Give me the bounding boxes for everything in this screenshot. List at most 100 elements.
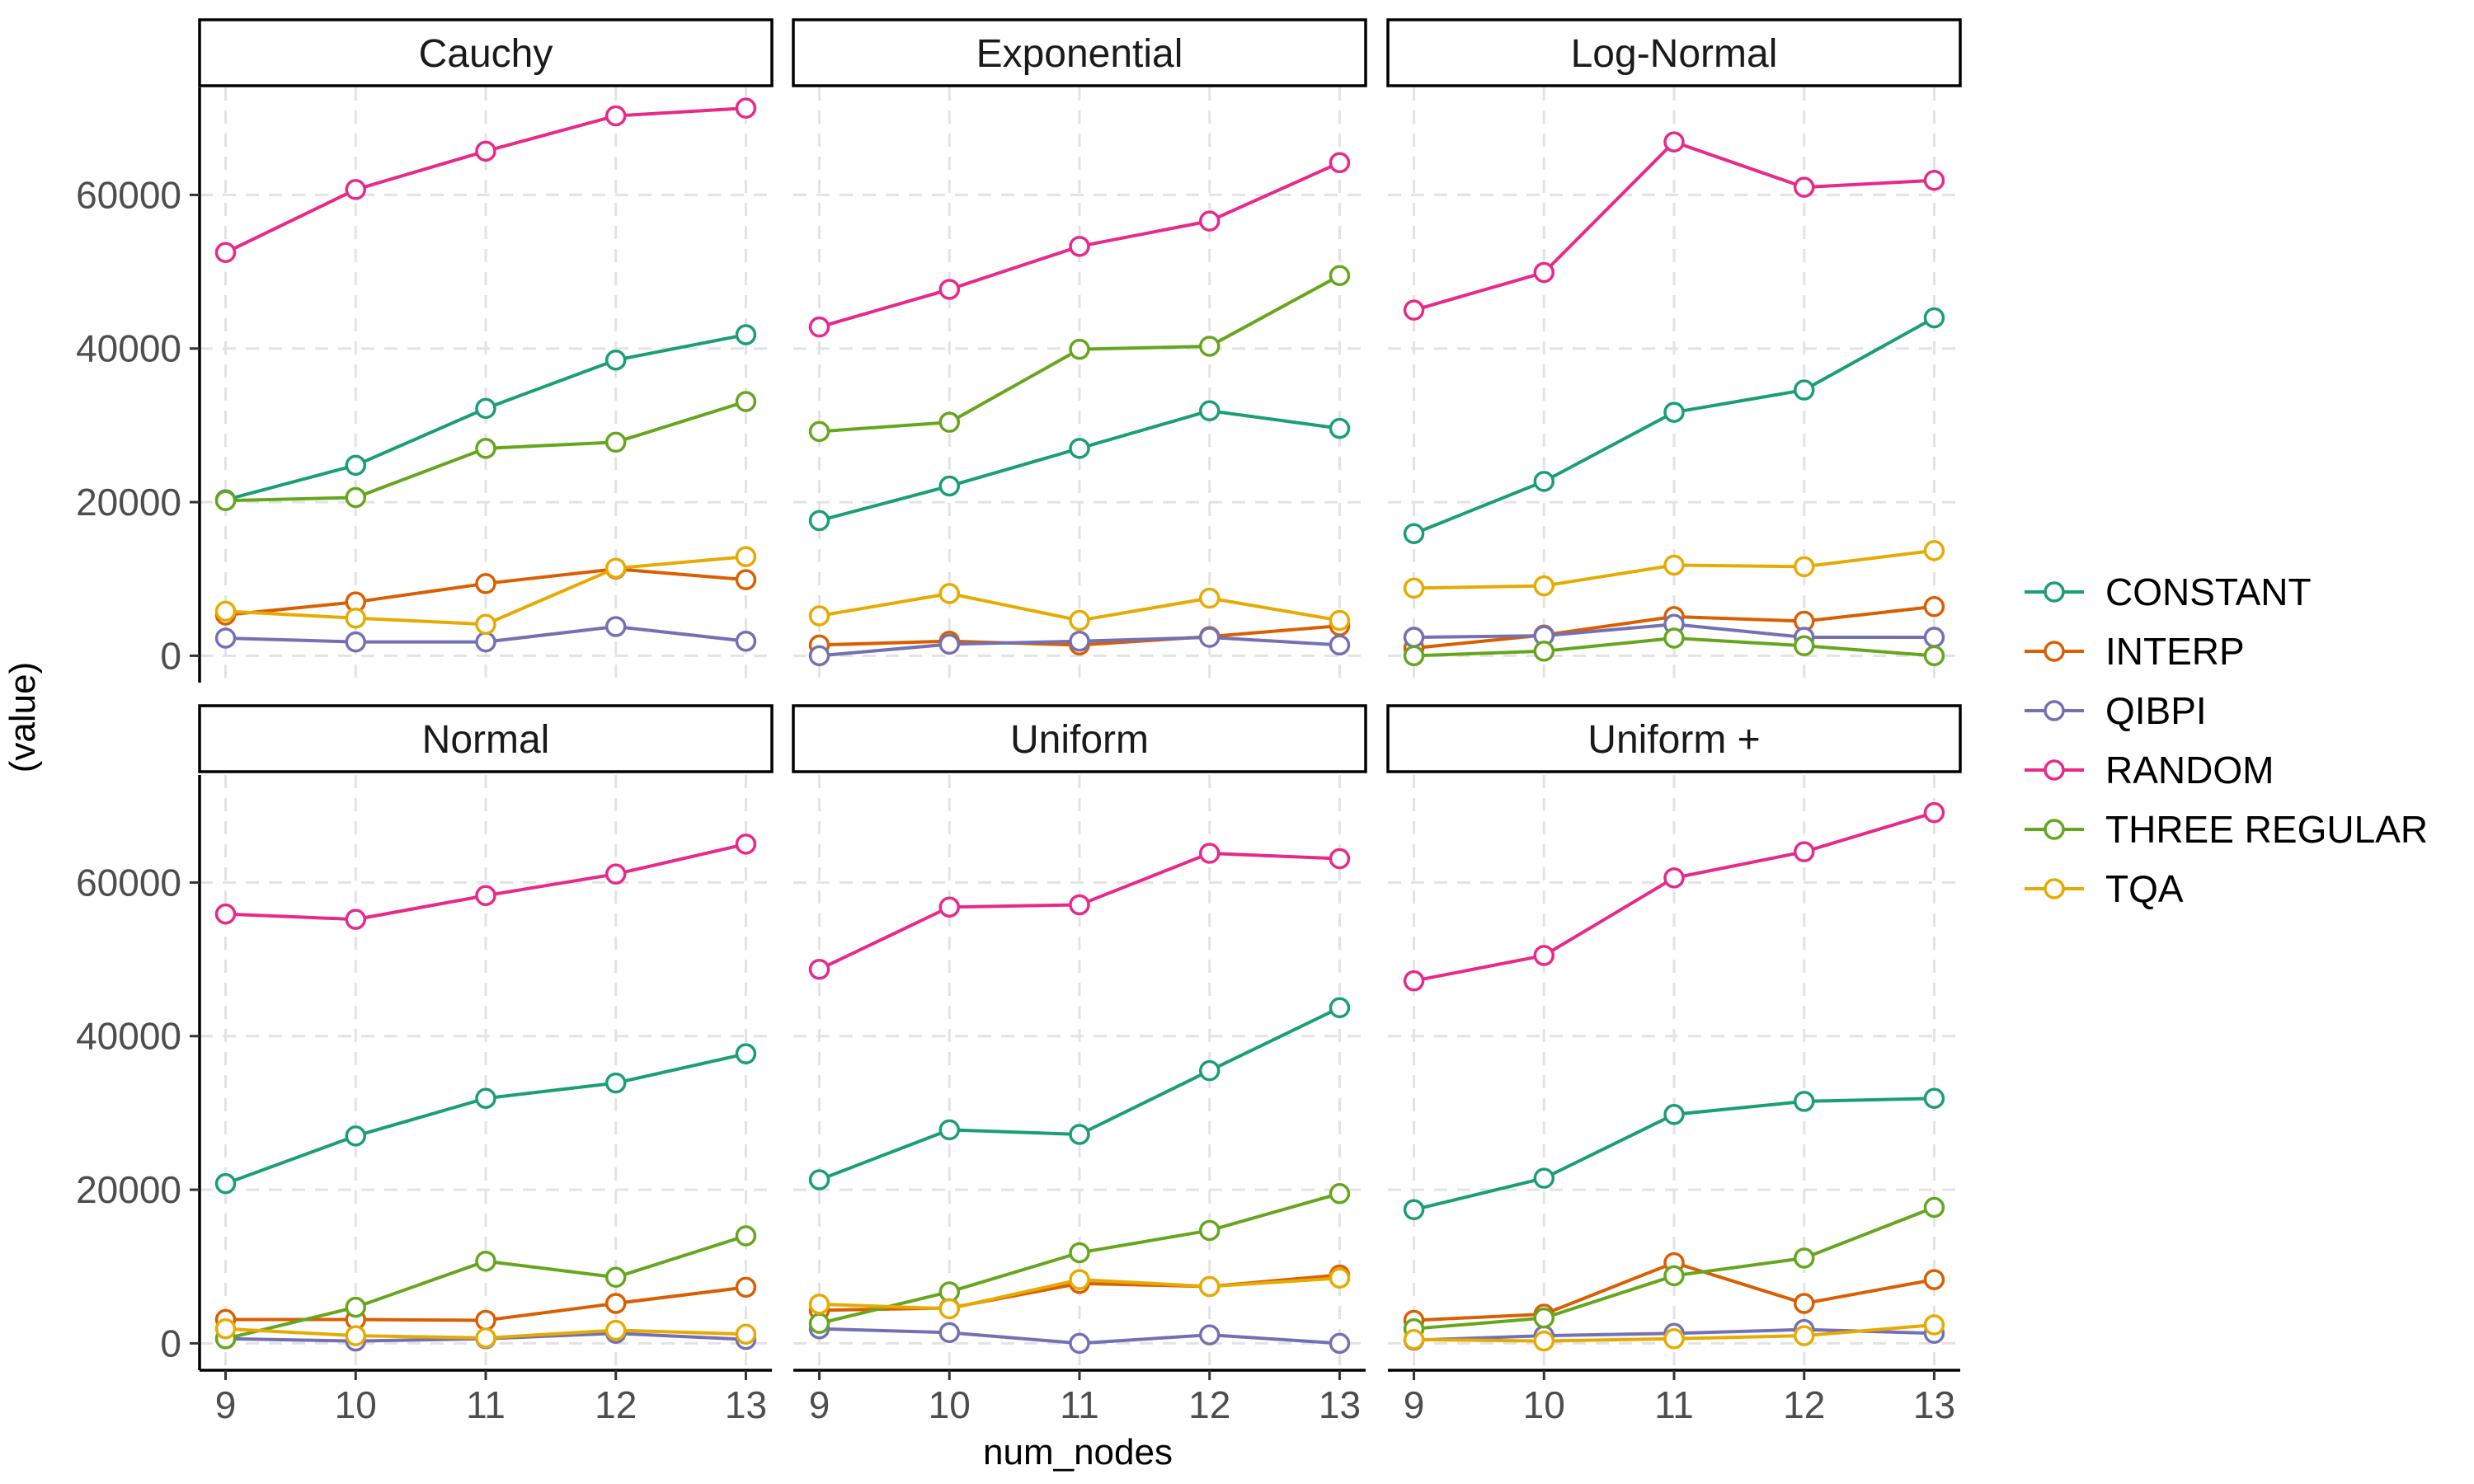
data-point-uniform-three-regular bbox=[1663, 1265, 1685, 1287]
data-point-log-normal-three-regular bbox=[1533, 641, 1555, 662]
data-point-normal-tqa bbox=[475, 1327, 496, 1349]
data-point-exponential-tqa bbox=[938, 583, 961, 604]
data-point-log-normal-tqa bbox=[1533, 575, 1555, 597]
x-tick-label: 10 bbox=[1523, 1383, 1565, 1426]
data-point-uniform-constant bbox=[1663, 1104, 1685, 1125]
data-point-log-normal-three-regular bbox=[1793, 635, 1815, 657]
data-point-uniform-constant bbox=[1329, 997, 1351, 1019]
data-point-normal-constant bbox=[345, 1125, 367, 1147]
legend-key-point bbox=[2044, 700, 2065, 721]
data-point-normal-constant bbox=[604, 1072, 627, 1094]
strip-normal bbox=[198, 704, 774, 773]
data-point-cauchy-qibpi bbox=[345, 631, 367, 653]
data-point-log-normal-three-regular bbox=[1403, 645, 1425, 667]
y-tick-label: 60000 bbox=[76, 173, 181, 216]
data-point-exponential-qibpi bbox=[1069, 630, 1090, 652]
data-point-cauchy-constant bbox=[735, 324, 757, 345]
x-tick-label: 11 bbox=[1060, 1383, 1099, 1426]
legend-label-random: RANDOM bbox=[2105, 749, 2274, 791]
grid-log-normal bbox=[1388, 87, 1960, 683]
data-point-cauchy-random bbox=[604, 105, 627, 127]
panel-log-normal: Log-Normal bbox=[1386, 18, 1962, 683]
x-tick-label: 13 bbox=[725, 1383, 767, 1426]
x-axis-title: num_nodes bbox=[983, 1432, 1173, 1472]
x-tick-label: 11 bbox=[466, 1383, 506, 1426]
strip-log-normal bbox=[1386, 18, 1962, 87]
legend-item-tqa: TQA bbox=[2025, 867, 2184, 910]
data-point-normal-three-regular bbox=[735, 1225, 757, 1247]
data-point-cauchy-interp bbox=[475, 573, 496, 594]
data-point-uniform-constant bbox=[808, 1169, 830, 1190]
x-tick-label: 9 bbox=[215, 1383, 237, 1426]
data-point-exponential-qibpi bbox=[938, 633, 961, 655]
data-point-log-normal-constant bbox=[1403, 523, 1425, 545]
data-point-log-normal-three-regular bbox=[1923, 645, 1945, 667]
x-tick-label: 13 bbox=[1319, 1383, 1361, 1426]
data-point-log-normal-random bbox=[1663, 131, 1685, 153]
panel-exponential: Exponential bbox=[792, 18, 1367, 683]
data-point-cauchy-tqa bbox=[475, 613, 496, 635]
legend-label-constant: CONSTANT bbox=[2105, 571, 2312, 613]
grid-exponential bbox=[793, 87, 1366, 683]
data-point-uniform-random bbox=[1403, 970, 1425, 992]
y-tick-label: 0 bbox=[160, 1322, 181, 1364]
legend-label-three-regular: THREE REGULAR bbox=[2105, 808, 2428, 851]
panel-uniform: Uniform 9 10 11 12 13 bbox=[792, 704, 1367, 1426]
data-point-uniform-three-regular bbox=[1069, 1242, 1090, 1264]
x-tick-label: 12 bbox=[595, 1383, 637, 1426]
data-point-exponential-random bbox=[1198, 210, 1221, 232]
data-point-uniform-tqa bbox=[808, 1294, 830, 1315]
data-point-normal-tqa bbox=[345, 1325, 367, 1346]
data-point-uniform-tqa bbox=[1533, 1330, 1555, 1352]
data-point-log-normal-qibpi bbox=[1923, 627, 1945, 648]
data-point-normal-tqa bbox=[214, 1317, 237, 1340]
data-point-cauchy-constant bbox=[604, 349, 627, 371]
data-point-uniform-three-regular bbox=[1793, 1247, 1815, 1269]
data-point-exponential-random bbox=[808, 316, 830, 338]
data-point-normal-three-regular bbox=[475, 1250, 496, 1272]
strip-label-exponential: Exponential bbox=[976, 32, 1183, 76]
legend-key-point bbox=[2044, 641, 2065, 662]
data-point-cauchy-three-regular bbox=[475, 438, 496, 459]
data-point-log-normal-tqa bbox=[1923, 540, 1945, 561]
legend-key-point bbox=[2044, 759, 2065, 781]
y-tick-label: 60000 bbox=[76, 861, 181, 904]
data-point-normal-three-regular bbox=[604, 1266, 627, 1289]
data-point-uniform-tqa bbox=[1198, 1275, 1221, 1298]
strip-exponential bbox=[792, 18, 1367, 87]
data-point-exponential-constant bbox=[1198, 400, 1221, 421]
strip-label-uniform: Uniform bbox=[1010, 718, 1149, 762]
data-point-exponential-random bbox=[1329, 152, 1351, 174]
panel-uniform: Uniform + 9 10 11 12 13 bbox=[1386, 704, 1962, 1426]
data-point-normal-three-regular bbox=[345, 1296, 367, 1318]
y-tick-label: 40000 bbox=[76, 327, 181, 370]
data-point-exponential-qibpi bbox=[1329, 634, 1351, 656]
legend-item-three-regular: THREE REGULAR bbox=[2025, 808, 2428, 851]
data-point-uniform-three-regular bbox=[1198, 1219, 1221, 1242]
data-point-normal-tqa bbox=[735, 1323, 757, 1345]
data-point-cauchy-tqa bbox=[604, 557, 627, 579]
x-tick-label: 9 bbox=[809, 1383, 830, 1426]
data-point-uniform-random bbox=[1923, 801, 1945, 824]
data-point-uniform-constant bbox=[1403, 1199, 1425, 1221]
data-point-uniform-random bbox=[1198, 843, 1221, 864]
data-point-uniform-interp bbox=[1923, 1269, 1945, 1290]
legend-key-point bbox=[2044, 581, 2065, 603]
y-axis-title: (value) bbox=[2, 662, 43, 773]
data-point-normal-constant bbox=[214, 1172, 237, 1195]
strip-cauchy bbox=[198, 18, 774, 87]
data-point-normal-random bbox=[214, 903, 237, 925]
legend-item-random: RANDOM bbox=[2025, 749, 2274, 791]
data-point-uniform-tqa bbox=[938, 1298, 961, 1320]
data-point-uniform-three-regular bbox=[938, 1281, 961, 1303]
data-point-exponential-constant bbox=[938, 475, 961, 497]
data-point-exponential-tqa bbox=[1069, 609, 1090, 632]
data-point-exponential-three-regular bbox=[808, 420, 830, 443]
data-point-log-normal-tqa bbox=[1663, 554, 1685, 576]
data-point-normal-interp bbox=[604, 1293, 627, 1314]
data-point-uniform-tqa bbox=[1923, 1314, 1945, 1336]
data-point-uniform-random bbox=[1533, 945, 1555, 966]
panels-layer: Cauchy 0 20000 40000 60000 Exponential Log-Nor… bbox=[76, 18, 1962, 1426]
data-point-normal-random bbox=[475, 885, 496, 907]
data-point-uniform-three-regular bbox=[1923, 1196, 1945, 1219]
